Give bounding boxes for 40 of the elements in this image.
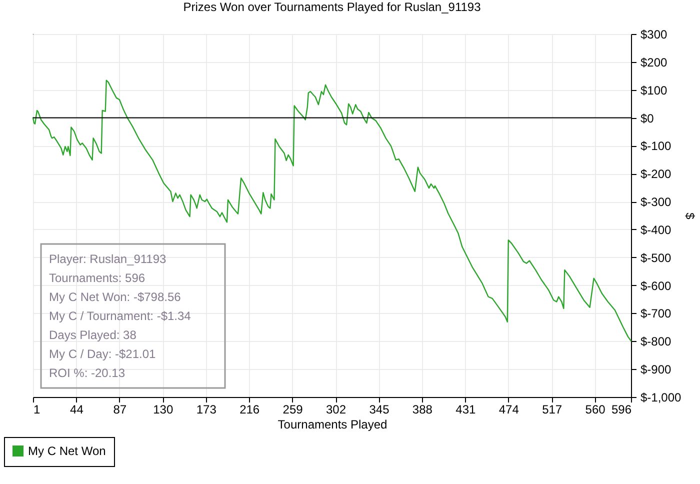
y-tick-label: $-200 bbox=[640, 167, 672, 182]
y-tick-label: $-500 bbox=[640, 250, 672, 265]
y-tick-label: $300 bbox=[640, 28, 668, 42]
x-tick-label: 1 bbox=[34, 402, 40, 416]
x-tick-label: 596 bbox=[611, 402, 632, 416]
y-tick-label: $100 bbox=[640, 83, 668, 98]
x-tick-label: 474 bbox=[498, 402, 520, 416]
y-tick-label: $-900 bbox=[640, 362, 672, 377]
annotation: Tournaments: 596 bbox=[49, 271, 146, 285]
annotation: Player: Ruslan_91193 bbox=[49, 252, 167, 266]
x-axis-title: Tournaments Played bbox=[278, 418, 388, 432]
y-tick-label: $0 bbox=[640, 111, 654, 126]
x-tick-label: 44 bbox=[70, 402, 84, 416]
y-tick-label: $-700 bbox=[640, 306, 672, 321]
chart-title: Prizes Won over Tournaments Played for Ruslan_91193 bbox=[183, 0, 482, 14]
legend-label: My C Net Won bbox=[28, 444, 106, 458]
y-tick-label: $200 bbox=[640, 55, 668, 70]
x-tick-label: 431 bbox=[456, 402, 476, 416]
y-tick-label: $-300 bbox=[640, 195, 672, 210]
annotation: My C / Day: -$21.01 bbox=[49, 347, 156, 361]
x-tick-label: 388 bbox=[412, 402, 433, 416]
annotation: My C Net Won: -$798.56 bbox=[49, 290, 182, 304]
x-tick-label: 173 bbox=[196, 402, 217, 416]
y-tick-label: $-400 bbox=[640, 222, 672, 237]
y-tick-label: $-1,000 bbox=[640, 390, 682, 404]
annotation: Days Played: 38 bbox=[49, 328, 137, 342]
y-tick-label: $-600 bbox=[640, 278, 672, 293]
annotation: My C / Tournament: -$1.34 bbox=[49, 309, 192, 323]
x-tick-label: 560 bbox=[585, 402, 606, 416]
x-tick-label: 259 bbox=[282, 402, 304, 416]
x-tick-label: 87 bbox=[113, 402, 127, 416]
y-tick-label: $-100 bbox=[640, 139, 672, 154]
x-tick-label: 130 bbox=[153, 402, 174, 416]
y-tick-label: $-800 bbox=[640, 334, 672, 349]
x-tick-label: 345 bbox=[369, 402, 390, 416]
y-axis-title: $ bbox=[683, 212, 698, 220]
annotation: ROI %: -20.13 bbox=[49, 366, 126, 380]
x-tick-label: 302 bbox=[326, 402, 346, 416]
x-tick-label: 517 bbox=[542, 402, 562, 416]
x-tick-label: 216 bbox=[240, 402, 260, 416]
